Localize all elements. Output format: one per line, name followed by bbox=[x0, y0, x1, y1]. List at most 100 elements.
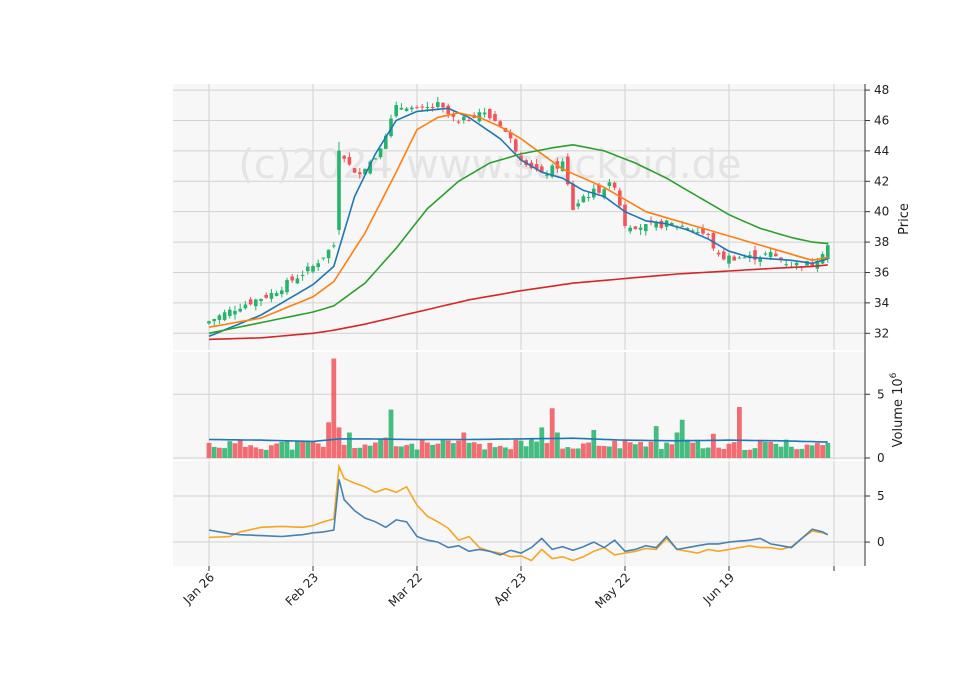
volume-bar bbox=[653, 426, 659, 458]
volume-bar bbox=[565, 447, 571, 458]
candle-body bbox=[690, 230, 695, 233]
volume-bar bbox=[575, 448, 581, 458]
candle-body bbox=[280, 290, 284, 295]
candle-body bbox=[810, 263, 814, 266]
candle-body bbox=[716, 252, 721, 255]
volume-bar bbox=[783, 439, 789, 458]
candle-body bbox=[571, 183, 575, 210]
candle-body bbox=[248, 299, 253, 305]
candle-body bbox=[768, 252, 773, 258]
volume-bar bbox=[206, 442, 212, 458]
volume-bar bbox=[336, 427, 342, 458]
candle-body bbox=[290, 276, 294, 281]
volume-bar bbox=[617, 448, 623, 458]
candle-body bbox=[597, 184, 601, 193]
volume-bar bbox=[804, 444, 810, 458]
candle-body bbox=[222, 312, 227, 320]
candle-body bbox=[794, 262, 799, 266]
volume-bar bbox=[425, 442, 430, 458]
volume-bar bbox=[674, 432, 680, 458]
volume-bar bbox=[383, 437, 389, 458]
oscillator-a-line bbox=[208, 463, 829, 562]
volume-bar bbox=[643, 446, 649, 458]
volume-bar bbox=[352, 447, 357, 458]
candle-body bbox=[514, 139, 518, 152]
volume-bar bbox=[820, 445, 825, 458]
x-tick-label: Jun 19 bbox=[700, 570, 737, 607]
volume-bar bbox=[378, 439, 383, 458]
candle-body bbox=[456, 121, 461, 123]
price-tick-label: 36 bbox=[874, 265, 889, 279]
candle-body bbox=[420, 106, 424, 108]
candle-body bbox=[332, 245, 336, 247]
volume-bar bbox=[638, 441, 643, 458]
candle-body bbox=[711, 232, 716, 249]
volume-bar bbox=[404, 445, 409, 458]
volume-bar bbox=[627, 442, 633, 458]
candle-body bbox=[779, 257, 783, 260]
candle-body bbox=[394, 105, 398, 117]
volume-bar bbox=[591, 429, 597, 458]
volume-bar bbox=[690, 442, 695, 458]
volume-bar bbox=[518, 440, 524, 458]
volume-bar bbox=[237, 439, 243, 458]
candle-body bbox=[654, 222, 658, 228]
volume-bar bbox=[269, 445, 274, 458]
volume-bar bbox=[726, 443, 732, 458]
volume-bar bbox=[731, 442, 737, 458]
candle-body bbox=[446, 105, 450, 114]
candle-body bbox=[430, 106, 435, 108]
oscillator-tick-label: 0 bbox=[877, 535, 885, 549]
candle-body bbox=[763, 253, 768, 255]
volume-bar bbox=[778, 446, 784, 458]
volume-bar bbox=[601, 445, 607, 458]
volume-bar bbox=[560, 448, 565, 458]
candle-body bbox=[363, 168, 367, 175]
volume-bar bbox=[466, 442, 472, 458]
volume-bar bbox=[549, 408, 555, 458]
volume-bar bbox=[477, 443, 482, 458]
candle-body bbox=[753, 250, 757, 260]
volume-bar bbox=[315, 443, 321, 458]
candle-body bbox=[467, 119, 471, 121]
candle-body bbox=[727, 255, 731, 264]
volume-bar bbox=[721, 448, 727, 458]
volume-bar bbox=[664, 442, 669, 458]
candle-body bbox=[207, 321, 211, 324]
volume-bar bbox=[581, 443, 586, 458]
volume-bar bbox=[679, 419, 685, 458]
price-tick-label: 32 bbox=[874, 326, 889, 340]
volume-bar bbox=[347, 432, 352, 458]
volume-average-line bbox=[208, 437, 828, 443]
volume-bar bbox=[321, 446, 326, 458]
volume-bar bbox=[742, 449, 747, 458]
price-tick-label: 44 bbox=[874, 144, 889, 158]
volume-bar bbox=[409, 443, 415, 458]
volume-bar bbox=[607, 446, 612, 458]
price-tick-label: 42 bbox=[874, 174, 889, 188]
candle-body bbox=[404, 108, 409, 112]
volume-bar bbox=[217, 447, 222, 458]
candle-body bbox=[217, 315, 222, 320]
candle-body bbox=[560, 161, 565, 172]
volume-bar bbox=[430, 444, 435, 458]
candle-body bbox=[628, 227, 632, 232]
candle-body bbox=[826, 245, 830, 260]
volume-bar bbox=[570, 448, 576, 458]
candle-body bbox=[758, 257, 762, 262]
candle-body bbox=[742, 257, 747, 259]
candle-body bbox=[285, 280, 289, 293]
volume-bar bbox=[815, 443, 820, 458]
volume-bar bbox=[513, 439, 519, 458]
volume-bar bbox=[305, 440, 311, 458]
candle-body bbox=[228, 309, 232, 316]
volume-bar bbox=[435, 443, 441, 458]
candle-body bbox=[264, 294, 268, 298]
candle-body bbox=[618, 190, 622, 206]
volume-axis-label: Volume 106 bbox=[889, 372, 906, 447]
price-tick-label: 40 bbox=[874, 205, 889, 219]
candle-body bbox=[233, 310, 237, 315]
volume-bar bbox=[492, 447, 498, 458]
candle-body bbox=[607, 182, 612, 186]
candle-body bbox=[384, 135, 388, 149]
